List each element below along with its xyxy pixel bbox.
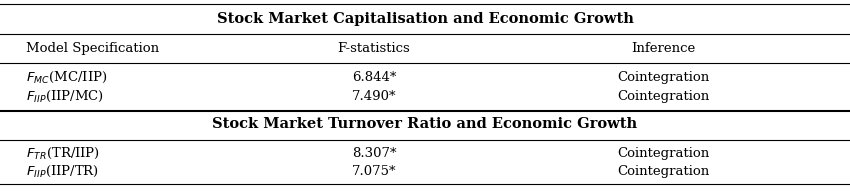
Text: Stock Market Turnover Ratio and Economic Growth: Stock Market Turnover Ratio and Economic…	[212, 117, 638, 131]
Text: Cointegration: Cointegration	[617, 147, 709, 160]
Text: 7.075*: 7.075*	[352, 165, 396, 178]
Text: F-statistics: F-statistics	[337, 42, 411, 55]
Text: 8.307*: 8.307*	[352, 147, 396, 160]
Text: 7.490*: 7.490*	[352, 90, 396, 103]
Text: Cointegration: Cointegration	[617, 71, 709, 84]
Text: $F_{IIP}$(IIP/MC): $F_{IIP}$(IIP/MC)	[26, 89, 104, 104]
Text: Inference: Inference	[631, 42, 695, 55]
Text: Stock Market Capitalisation and Economic Growth: Stock Market Capitalisation and Economic…	[217, 12, 633, 26]
Text: 6.844*: 6.844*	[352, 71, 396, 84]
Text: $F_{IIP}$(IIP/TR): $F_{IIP}$(IIP/TR)	[26, 164, 99, 179]
Text: $F_{MC}$(MC/IIP): $F_{MC}$(MC/IIP)	[26, 70, 107, 85]
Text: Model Specification: Model Specification	[26, 42, 159, 55]
Text: Cointegration: Cointegration	[617, 90, 709, 103]
Text: Cointegration: Cointegration	[617, 165, 709, 178]
Text: $F_{TR}$(TR/IIP): $F_{TR}$(TR/IIP)	[26, 146, 99, 161]
